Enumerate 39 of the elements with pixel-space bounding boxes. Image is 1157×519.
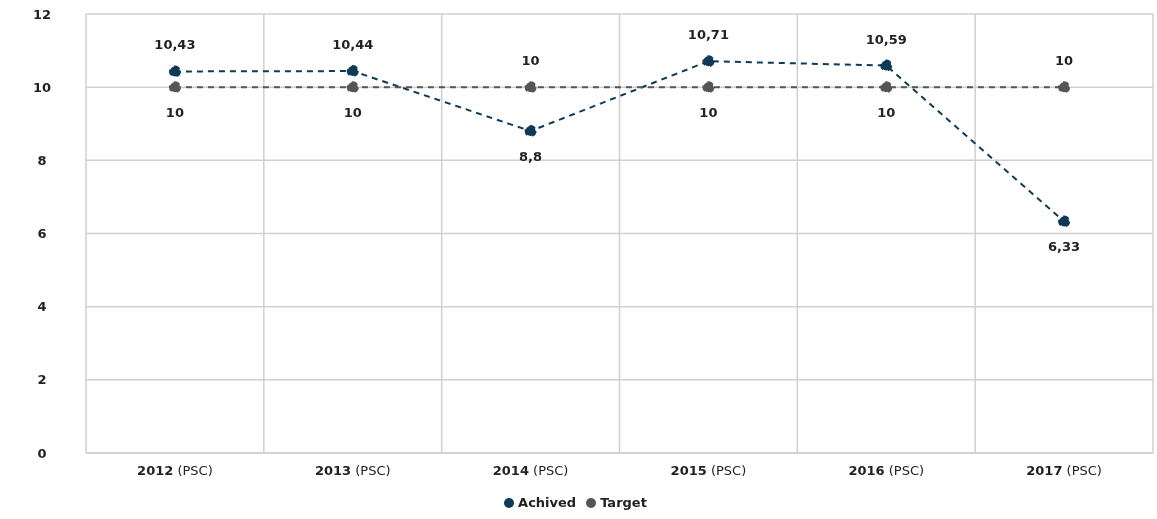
x-tick-label: 2015 (PSC) bbox=[670, 463, 747, 478]
x-tick-label: 2017 (PSC) bbox=[1026, 463, 1102, 478]
point bbox=[1058, 81, 1071, 94]
legend-label: Achived bbox=[518, 495, 577, 510]
point bbox=[346, 65, 359, 78]
y-tick-label: 10 bbox=[32, 79, 52, 95]
data-label: 10 bbox=[521, 53, 540, 69]
data-label: 10 bbox=[343, 105, 362, 121]
data-label: 8,8 bbox=[519, 149, 543, 165]
x-tick-label: 2016 (PSC) bbox=[848, 463, 925, 478]
point bbox=[346, 81, 359, 94]
point bbox=[524, 81, 537, 94]
x-tick-label: 2014 (PSC) bbox=[492, 463, 569, 478]
legend-label: Target bbox=[600, 495, 647, 510]
point bbox=[702, 81, 715, 94]
point bbox=[880, 59, 893, 72]
data-label: 10 bbox=[165, 105, 184, 121]
y-tick-label: 0 bbox=[37, 445, 47, 461]
point bbox=[1058, 215, 1071, 228]
data-label: 10,71 bbox=[687, 27, 729, 43]
y-tick-label: 8 bbox=[37, 152, 47, 168]
data-label: 6,33 bbox=[1048, 239, 1081, 255]
x-tick-label: 2012 (PSC) bbox=[137, 463, 213, 478]
point bbox=[168, 81, 181, 94]
data-label: 10,44 bbox=[332, 37, 374, 53]
point bbox=[524, 125, 537, 138]
data-label: 10,43 bbox=[154, 37, 196, 53]
point bbox=[168, 65, 181, 78]
data-label: 10,59 bbox=[865, 31, 907, 47]
y-tick-label: 2 bbox=[37, 372, 47, 388]
point bbox=[880, 81, 893, 94]
data-label: 10 bbox=[877, 105, 896, 121]
data-label: 10 bbox=[1055, 53, 1074, 69]
y-tick-label: 6 bbox=[37, 226, 47, 242]
x-tick-label: 2013 (PSC) bbox=[314, 463, 391, 478]
y-tick-label: 12 bbox=[32, 6, 52, 22]
y-tick-label: 4 bbox=[37, 299, 47, 315]
data-label: 10 bbox=[699, 105, 718, 121]
point bbox=[702, 55, 715, 68]
